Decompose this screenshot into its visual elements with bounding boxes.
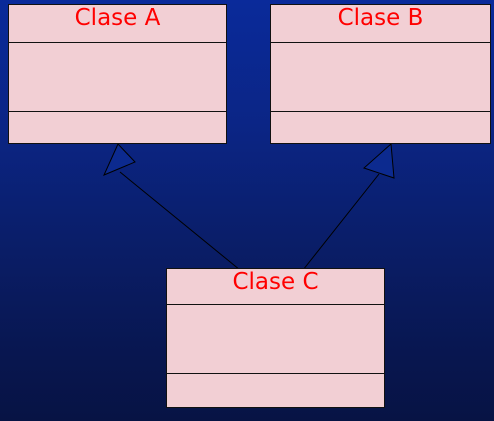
generalization-arrowhead-a: [103, 143, 136, 176]
attributes-separator: [271, 42, 490, 43]
class-name-clase-b: Clase B: [337, 5, 424, 31]
operations-separator: [9, 111, 226, 112]
attributes-separator: [9, 42, 226, 43]
generalization-line-c-to-b: [302, 173, 380, 271]
class-box-clase-c[interactable]: Clase C: [166, 268, 385, 408]
class-box-clase-b[interactable]: Clase B: [270, 4, 491, 144]
operations-separator: [271, 111, 490, 112]
class-name-clase-a: Clase A: [74, 5, 161, 31]
class-box-clase-a[interactable]: Clase A: [8, 4, 227, 144]
attributes-separator: [167, 304, 384, 305]
operations-separator: [167, 373, 384, 374]
generalization-arrowhead-b: [363, 142, 395, 179]
class-name-clase-c: Clase C: [232, 269, 319, 295]
generalization-line-c-to-a: [119, 171, 241, 271]
